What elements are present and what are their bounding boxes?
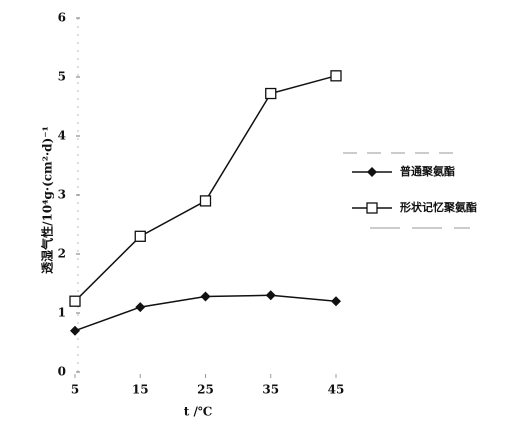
series-line — [74, 75, 337, 302]
point — [199, 195, 212, 207]
x-axis-label: t /℃ — [184, 405, 212, 419]
legend-marker — [366, 202, 378, 214]
legend-label: 形状记忆聚氨酯 — [400, 200, 477, 214]
y-tick-label: 0 — [58, 365, 66, 379]
point — [135, 302, 146, 313]
x-tick-label: 25 — [197, 383, 214, 397]
y-tick-label: 2 — [58, 247, 66, 261]
point — [134, 230, 146, 242]
y-tick-label: 1 — [58, 306, 66, 320]
y-tick-label: 5 — [58, 70, 66, 84]
y-tick-label: 3 — [58, 188, 66, 202]
point — [330, 70, 342, 82]
legend-marker — [367, 167, 377, 177]
point — [265, 87, 277, 100]
y-tick-label: 6 — [58, 11, 66, 25]
x-tick-label: 15 — [132, 383, 149, 397]
point — [69, 295, 81, 307]
point — [331, 296, 341, 307]
x-tick-label: 35 — [262, 383, 279, 397]
point — [200, 291, 211, 302]
x-tick-label: 45 — [328, 383, 345, 397]
point — [70, 325, 80, 336]
legend-label: 普通聚氨酯 — [400, 164, 455, 178]
y-tick-label: 4 — [58, 129, 66, 143]
point — [265, 290, 276, 301]
y-axis-label: 透湿气性/10⁴g·(cm²·d)⁻¹ — [40, 126, 55, 274]
x-tick-label: 5 — [71, 383, 79, 397]
